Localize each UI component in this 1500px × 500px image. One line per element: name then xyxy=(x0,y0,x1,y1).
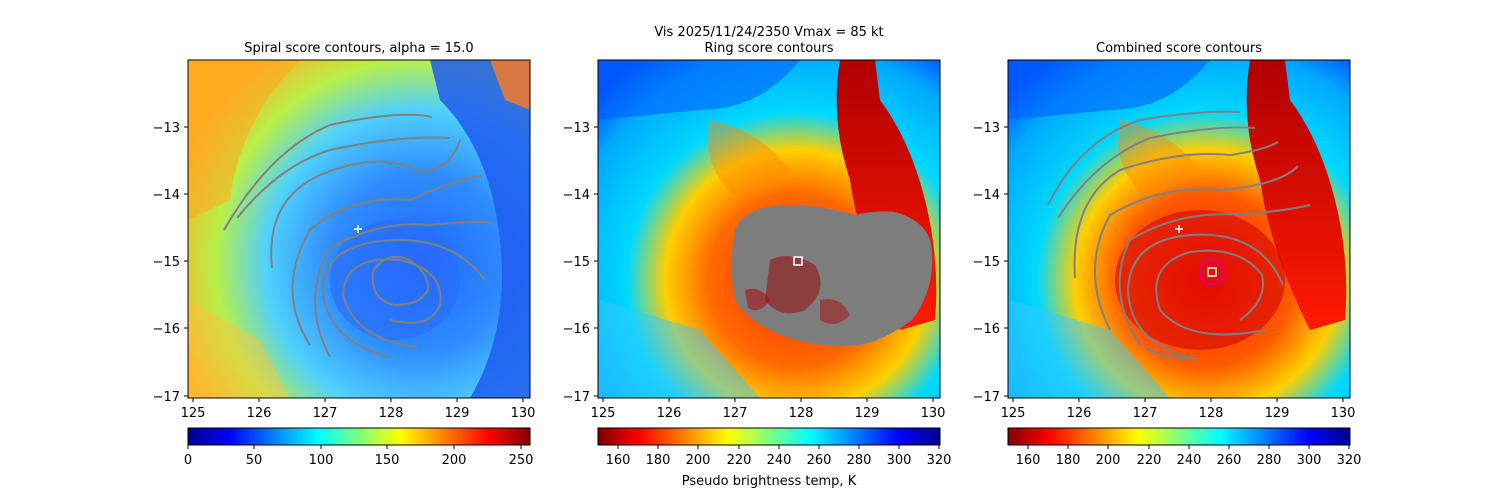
y-tick-label: −17 xyxy=(563,390,590,405)
x-tick-label: 126 xyxy=(657,406,682,421)
panel-spiral-colorbar: 0 50 100 150 200 250 xyxy=(184,427,534,468)
colorbar-tick-label: 200 xyxy=(442,453,467,468)
x-tick-label: 125 xyxy=(181,406,206,421)
x-tick-label: 129 xyxy=(445,406,470,421)
panel-spiral-xaxis: 125 126 127 128 129 130 xyxy=(181,398,536,421)
x-tick-label: 128 xyxy=(789,406,814,421)
ring-center-square-marker xyxy=(793,256,803,266)
colorbar-tick-label: 320 xyxy=(927,453,952,468)
y-tick-label: −15 xyxy=(563,255,590,270)
colorbar-tick-label: 300 xyxy=(887,453,912,468)
x-tick-label: 127 xyxy=(313,406,338,421)
panel-ring-markers xyxy=(793,256,803,266)
figure-suptitle: Vis 2025/11/24/2350 Vmax = 85 kt xyxy=(654,25,883,40)
panel-combined-xaxis: 125 126 127 128 129 130 xyxy=(1001,398,1356,421)
y-tick-label: −13 xyxy=(563,121,590,136)
panel-ring: Ring score contours 125 126 127 xyxy=(563,41,952,489)
panel-combined-contours xyxy=(1047,110,1311,361)
colorbar-tick-label: 240 xyxy=(767,453,792,468)
colorbar-tick-label: 220 xyxy=(1137,453,1162,468)
colorbar-tick-label: 300 xyxy=(1297,453,1322,468)
x-tick-label: 127 xyxy=(723,406,748,421)
panel-ring-colorbar: 160 180 200 220 240 260 280 300 320 Pseu… xyxy=(597,427,952,489)
panel-combined-yaxis: −13 −14 −15 −16 −17 xyxy=(973,121,1008,405)
panel-spiral: Spiral score contours, alpha = 15.0 xyxy=(153,41,536,468)
colorbar-tick-label: 200 xyxy=(686,453,711,468)
x-tick-label: 129 xyxy=(1265,406,1290,421)
y-tick-label: −13 xyxy=(153,121,180,136)
y-tick-label: −16 xyxy=(973,322,1000,337)
colorbar-tick-label: 320 xyxy=(1337,453,1362,468)
panel-spiral-title: Spiral score contours, alpha = 15.0 xyxy=(244,41,473,56)
x-tick-label: 126 xyxy=(1067,406,1092,421)
panel-spiral-yaxis: −13 −14 −15 −16 −17 xyxy=(153,121,188,405)
x-tick-label: 130 xyxy=(511,406,536,421)
colorbar-tick-label: 50 xyxy=(246,453,263,468)
y-tick-label: −14 xyxy=(153,188,180,203)
panel-combined-colorbar: 160 180 200 220 240 260 280 300 320 xyxy=(1007,427,1362,468)
y-tick-label: −16 xyxy=(563,322,590,337)
combined-center-circle-marker xyxy=(1199,259,1225,285)
colorbar-tick-label: 280 xyxy=(847,453,872,468)
panel-ring-xaxis: 125 126 127 128 129 130 xyxy=(591,398,946,421)
panel-combined-title: Combined score contours xyxy=(1096,41,1262,56)
x-tick-label: 128 xyxy=(1199,406,1224,421)
x-tick-label: 129 xyxy=(855,406,880,421)
combined-center-square-marker xyxy=(1207,267,1217,277)
y-tick-label: −13 xyxy=(973,121,1000,136)
colorbar-tick-label: 260 xyxy=(807,453,832,468)
panel-spiral-markers xyxy=(354,225,362,233)
y-tick-label: −14 xyxy=(563,188,590,203)
panel-combined-frame xyxy=(1007,59,1351,399)
colorbar-tick-label: 180 xyxy=(1056,453,1081,468)
y-tick-label: −17 xyxy=(153,390,180,405)
colorbar-tick-label: 260 xyxy=(1217,453,1242,468)
colorbar-tick-label: 280 xyxy=(1257,453,1282,468)
x-tick-label: 128 xyxy=(379,406,404,421)
colorbar-tick-label: 150 xyxy=(375,453,400,468)
colorbar-tick-label: 160 xyxy=(1016,453,1041,468)
colorbar-tick-label: 0 xyxy=(184,453,192,468)
y-tick-label: −17 xyxy=(973,390,1000,405)
colorbar-tick-label: 200 xyxy=(1096,453,1121,468)
x-tick-label: 126 xyxy=(247,406,272,421)
colorbar-tick-label: 220 xyxy=(727,453,752,468)
colorbar-tick-label: 250 xyxy=(509,453,534,468)
panel-ring-mask xyxy=(731,205,933,346)
x-tick-label: 127 xyxy=(1133,406,1158,421)
panel-combined: Combined score contours xyxy=(973,41,1362,468)
colorbar-tick-label: 180 xyxy=(646,453,671,468)
x-tick-label: 125 xyxy=(1001,406,1026,421)
panel-ring-title: Ring score contours xyxy=(704,41,833,56)
panel-ring-yaxis: −13 −14 −15 −16 −17 xyxy=(563,121,598,405)
x-tick-label: 130 xyxy=(921,406,946,421)
y-tick-label: −15 xyxy=(973,255,1000,270)
y-tick-label: −15 xyxy=(153,255,180,270)
panel-ring-frame xyxy=(597,59,941,399)
x-tick-label: 130 xyxy=(1331,406,1356,421)
y-tick-label: −14 xyxy=(973,188,1000,203)
x-tick-label: 125 xyxy=(591,406,616,421)
colorbar-tick-label: 160 xyxy=(606,453,631,468)
panel-spiral-frame xyxy=(187,59,531,399)
colorbar-axis-label: Pseudo brightness temp, K xyxy=(682,474,857,489)
panel-combined-markers xyxy=(1175,225,1225,285)
colorbar-tick-label: 100 xyxy=(309,453,334,468)
y-tick-label: −16 xyxy=(153,322,180,337)
panel-spiral-image xyxy=(188,60,530,398)
panel-spiral-contours xyxy=(223,113,493,358)
colorbar-tick-label: 240 xyxy=(1177,453,1202,468)
